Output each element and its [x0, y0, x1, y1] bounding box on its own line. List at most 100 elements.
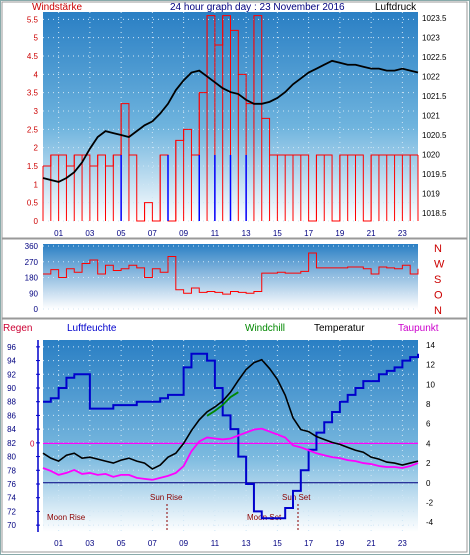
axis-ticks: 00.511.522.533.544.555.51018.510191019.5… — [7, 14, 447, 548]
wind-tick-label: 1 — [34, 180, 39, 189]
humidity-tick-label: 80 — [7, 453, 16, 462]
windchill-line — [206, 391, 239, 417]
pressure-tick-label: 1020.5 — [422, 131, 447, 140]
legend-windchill: Windchill — [245, 323, 285, 334]
humidity-tick-label: 96 — [7, 343, 16, 352]
humidity-tick-label: 70 — [7, 521, 16, 530]
humidity-tick-label: 72 — [7, 507, 16, 516]
temperature-line — [42, 358, 419, 470]
legend-humidity: Luftfeuchte — [67, 323, 117, 334]
moon-rise-label: Moon Rise — [47, 513, 86, 522]
wind-tick-label: 0 — [34, 217, 39, 226]
compass-label: N — [434, 305, 442, 317]
pressure-tick-label: 1023.5 — [422, 14, 447, 23]
humidity-tick-label: 88 — [7, 398, 16, 407]
time-tick-label: 23 — [398, 229, 407, 238]
bottom-plot-area — [43, 340, 418, 532]
compass-label: N — [434, 243, 442, 255]
wind-series-line — [43, 15, 418, 222]
humidity-line — [43, 352, 419, 520]
direction-tick-label: 360 — [25, 242, 39, 251]
humidity-tick-label: 90 — [7, 384, 16, 393]
humidity-tick-label: 86 — [7, 411, 16, 420]
compass-label: O — [434, 290, 443, 302]
pressure-tick-label: 1021.5 — [422, 92, 447, 101]
humidity-tick-label: 84 — [7, 425, 16, 434]
humidity-tick-label: 78 — [7, 466, 16, 475]
wind-direction-line — [43, 252, 419, 295]
direction-tick-label: 270 — [25, 258, 39, 267]
wind-tick-label: 1.5 — [27, 162, 39, 171]
time-tick-label-bottom: 15 — [273, 539, 282, 548]
time-tick-label-bottom: 03 — [85, 539, 94, 548]
chart-marks — [42, 15, 419, 520]
time-tick-label: 01 — [54, 229, 63, 238]
pressure-axis-title: Luftdruck — [375, 2, 417, 13]
pressure-tick-label: 1019.5 — [422, 170, 447, 179]
pressure-tick-label: 1018.5 — [422, 209, 447, 218]
time-tick-label-bottom: 01 — [54, 539, 63, 548]
legend-dewpoint: Taupunkt — [398, 323, 439, 334]
direction-tick-label: 180 — [25, 274, 39, 283]
time-tick-label: 07 — [148, 229, 157, 238]
humidity-tick-label: 74 — [7, 494, 16, 503]
direction-tick-label: 0 — [34, 305, 39, 314]
humidity-tick-label: 76 — [7, 480, 16, 489]
temperature-tick-label: -2 — [426, 498, 434, 507]
dewpoint-line — [42, 427, 419, 481]
direction-tick-label: 90 — [29, 289, 38, 298]
time-tick-label-bottom: 11 — [211, 539, 220, 548]
sun-set-label: Sun Set — [282, 493, 311, 502]
legend-rain: Regen — [3, 323, 32, 334]
time-tick-label: 09 — [179, 229, 188, 238]
legend-temperature: Temperatur — [314, 323, 365, 334]
wind-tick-label: 3.5 — [27, 89, 39, 98]
pressure-tick-label: 1022 — [422, 72, 440, 81]
wind-tick-label: 2 — [34, 144, 39, 153]
time-tick-label: 13 — [242, 229, 251, 238]
compass-label: W — [434, 259, 445, 271]
humidity-tick-label: 82 — [7, 439, 16, 448]
wind-tick-label: 3 — [34, 107, 39, 116]
time-tick-label-bottom: 13 — [242, 539, 251, 548]
wind-tick-label: 2.5 — [27, 125, 39, 134]
humidity-tick-label: 94 — [7, 357, 16, 366]
time-tick-label: 11 — [211, 229, 220, 238]
time-tick-label-bottom: 23 — [398, 539, 407, 548]
pressure-tick-label: 1023 — [422, 33, 440, 42]
time-tick-label-bottom: 17 — [304, 539, 313, 548]
temperature-tick-label: 0 — [426, 479, 431, 488]
time-tick-label: 19 — [335, 229, 344, 238]
time-tick-label-bottom: 07 — [148, 539, 157, 548]
wind-tick-label: 0.5 — [27, 199, 39, 208]
temperature-tick-label: 6 — [426, 420, 431, 429]
wind-tick-label: 4.5 — [27, 52, 39, 61]
pressure-tick-label: 1022.5 — [422, 53, 447, 62]
humidity-tick-label: 92 — [7, 370, 16, 379]
time-tick-label: 21 — [367, 229, 376, 238]
chart-title: 24 hour graph day : 23 November 2016 — [170, 2, 345, 13]
temperature-tick-label: 2 — [426, 459, 431, 468]
temperature-tick-label: 12 — [426, 361, 435, 370]
time-tick-label-bottom: 19 — [335, 539, 344, 548]
wind-tick-label: 5 — [34, 34, 39, 43]
temperature-tick-label: 14 — [426, 341, 435, 350]
compass-label: S — [434, 274, 441, 286]
temperature-tick-label: -4 — [426, 518, 434, 527]
temperature-tick-label: 10 — [426, 380, 435, 389]
time-tick-label-bottom: 21 — [367, 539, 376, 548]
wind-axis-title: Windstärke — [32, 2, 82, 13]
time-tick-label-bottom: 05 — [117, 539, 126, 548]
rain-value-label: 0 — [30, 439, 35, 448]
time-tick-label: 17 — [304, 229, 313, 238]
time-tick-label: 15 — [273, 229, 282, 238]
pressure-tick-label: 1020 — [422, 151, 440, 160]
wind-tick-label: 4 — [34, 70, 39, 79]
time-tick-label: 05 — [117, 229, 126, 238]
sun-rise-label: Sun Rise — [150, 493, 183, 502]
middle-plot-area — [43, 244, 418, 309]
temperature-tick-label: 8 — [426, 400, 431, 409]
gridlines — [43, 12, 418, 532]
